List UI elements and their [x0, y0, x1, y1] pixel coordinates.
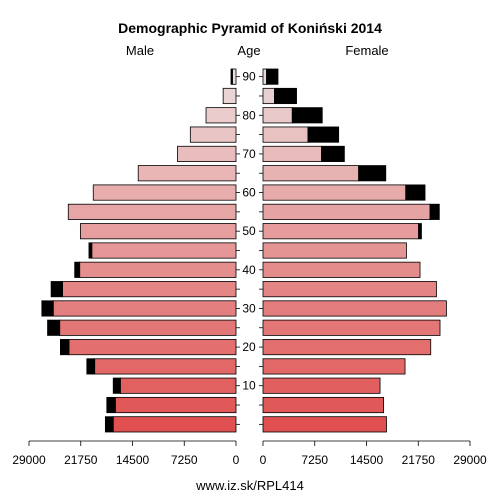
female-bar-45-49: [262, 242, 407, 259]
male-bar-35-39: [62, 281, 237, 298]
female-excess-bar-80-84: [291, 107, 323, 124]
female-excess-bar-90+: [266, 68, 279, 85]
male-bar-20-24: [68, 339, 237, 356]
female-excess-bar-50-54: [418, 223, 422, 240]
male-excess-bar-5-9: [106, 396, 116, 414]
male-bar-70-74: [177, 145, 237, 162]
male-excess-bar-0-4: [104, 416, 114, 433]
female-bars: [262, 68, 447, 433]
x-tick-label: 0: [260, 453, 267, 467]
footer-url: www.iz.sk/RPL414: [195, 478, 304, 493]
x-axis: 29000 21750 14500 7250 0 0 7250 14500 21750 29000: [12, 440, 487, 467]
female-excess-bar-65-69: [358, 165, 387, 182]
age-tick-label: 20: [242, 340, 256, 354]
female-bar-30-34: [262, 300, 447, 317]
female-bar-55-59: [262, 203, 431, 220]
male-bar-40-44: [79, 261, 237, 278]
female-bar-80-84: [262, 107, 293, 124]
x-tick-label: 29000: [453, 453, 487, 467]
age-tick-label: 90: [242, 70, 256, 84]
male-bar-60-64: [92, 184, 237, 201]
female-bar-15-19: [262, 358, 406, 375]
age-tick-label: 60: [242, 186, 256, 200]
male-bar-75-79: [189, 126, 237, 143]
x-tick-label: 14500: [350, 453, 384, 467]
female-excess-bar-75-79: [307, 126, 340, 143]
chart-title: Demographic Pyramid of Koniński 2014: [118, 20, 382, 36]
female-bar-25-29: [262, 319, 441, 336]
male-excess-bar-15-19: [86, 358, 96, 375]
x-tick-label: 0: [233, 453, 240, 467]
male-excess-bar-10-14: [112, 377, 121, 394]
age-tick-label: 10: [242, 379, 256, 393]
female-bar-75-79: [262, 126, 309, 143]
male-excess-bar-90+: [230, 68, 233, 85]
female-excess-bar-70-74: [321, 145, 345, 162]
male-excess-bar-30-34: [41, 300, 54, 317]
x-tick-label: 21750: [402, 453, 436, 467]
male-label: Male: [126, 43, 154, 58]
male-excess-bar-45-49: [88, 242, 93, 259]
female-bar-0-4: [262, 416, 387, 433]
female-bar-85-89: [262, 87, 275, 105]
female-excess-bar-85-89: [274, 87, 297, 105]
age-axis: 10 20 30 40 50 60 70 80 90: [236, 70, 263, 425]
male-bars: [41, 68, 237, 433]
male-excess-bar-20-24: [60, 339, 70, 356]
age-tick-label: 70: [242, 147, 256, 161]
age-tick-label: 80: [242, 108, 256, 122]
male-bar-55-59: [67, 203, 237, 220]
x-tick-label: 14500: [116, 453, 150, 467]
female-bar-10-14: [262, 377, 381, 394]
female-excess-bar-60-64: [405, 184, 426, 201]
x-tick-label: 21750: [64, 453, 98, 467]
female-bar-5-9: [262, 396, 385, 414]
age-tick-label: 40: [242, 263, 256, 277]
male-bar-0-4: [112, 416, 237, 433]
male-bar-25-29: [59, 319, 237, 336]
female-bar-40-44: [262, 261, 421, 278]
male-bar-30-34: [52, 300, 237, 317]
male-bar-50-54: [79, 223, 237, 240]
x-tick-label: 7250: [301, 453, 328, 467]
female-bar-70-74: [262, 145, 322, 162]
female-bar-60-64: [262, 184, 407, 201]
male-bar-65-69: [137, 165, 237, 182]
x-tick-label: 29000: [12, 453, 46, 467]
male-bar-90+: [232, 68, 237, 85]
male-bar-85-89: [222, 87, 237, 105]
male-bar-15-19: [94, 358, 237, 375]
age-tick-label: 50: [242, 224, 256, 238]
female-bar-50-54: [262, 223, 420, 240]
female-excess-bar-55-59: [429, 203, 440, 220]
x-tick-label: 7250: [171, 453, 198, 467]
male-bar-80-84: [205, 107, 237, 124]
male-excess-bar-35-39: [50, 281, 63, 298]
female-bar-20-24: [262, 339, 432, 356]
age-label: Age: [237, 43, 260, 58]
male-bar-10-14: [119, 377, 237, 394]
male-excess-bar-25-29: [47, 319, 61, 336]
female-label: Female: [345, 43, 388, 58]
male-bar-5-9: [114, 396, 237, 414]
male-excess-bar-40-44: [74, 261, 81, 278]
female-bar-65-69: [262, 165, 360, 182]
male-bar-45-49: [91, 242, 237, 259]
female-bar-90+: [262, 68, 267, 85]
female-bar-35-39: [262, 281, 437, 298]
age-tick-label: 30: [242, 301, 256, 315]
